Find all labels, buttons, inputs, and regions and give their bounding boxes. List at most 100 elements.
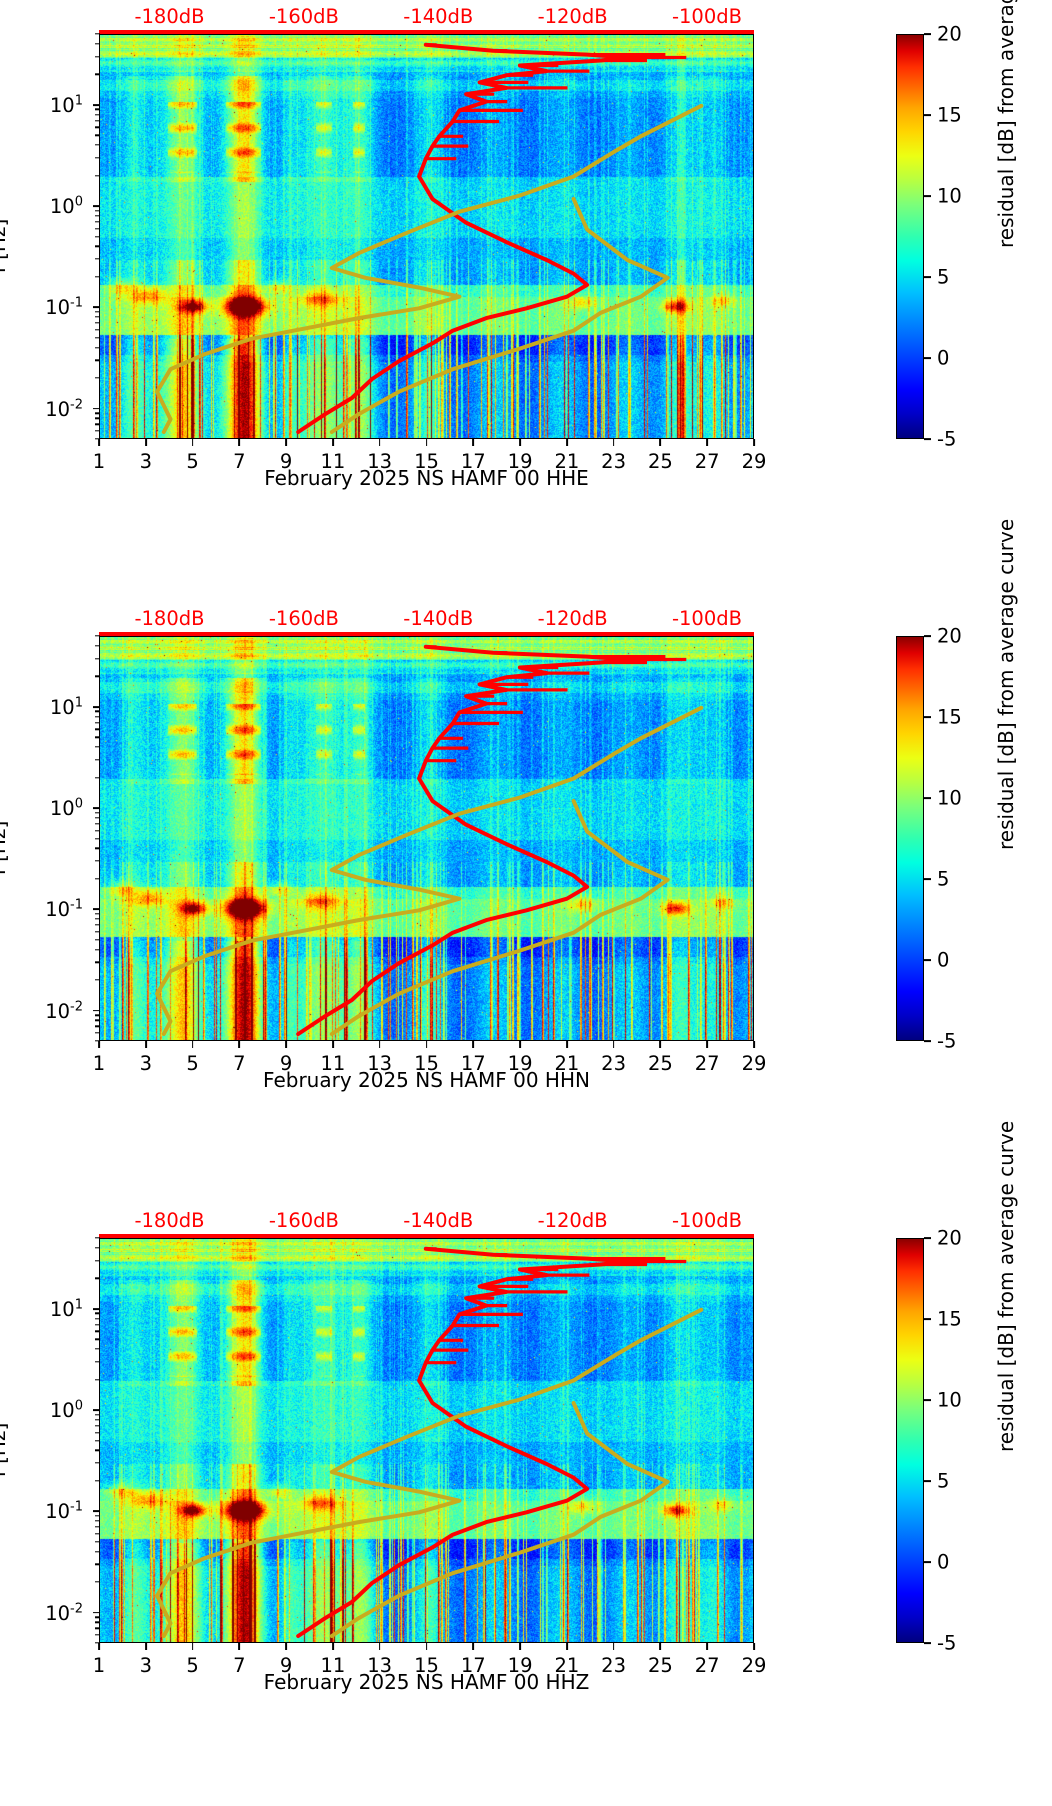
y-minor-tick bbox=[95, 817, 100, 819]
colorbar-tick-label: 0 bbox=[937, 1550, 950, 1574]
x-tick-label: 27 bbox=[694, 1654, 720, 1677]
db-tick-label: -160dB bbox=[268, 1209, 339, 1232]
x-tick-label: 29 bbox=[741, 1654, 767, 1677]
y-tick-label: 100 bbox=[49, 194, 83, 218]
x-tick-label: 13 bbox=[367, 450, 393, 473]
y-minor-tick bbox=[95, 939, 100, 941]
y-tick-mark bbox=[93, 205, 100, 207]
x-tick-label: 19 bbox=[507, 450, 533, 473]
db-tick-label: -140dB bbox=[403, 5, 474, 28]
colorbar-tick-label: 15 bbox=[937, 103, 962, 127]
x-tick-label: 9 bbox=[279, 1654, 293, 1677]
colorbar-tick-label: 0 bbox=[937, 346, 950, 370]
x-tick-label: 1 bbox=[92, 450, 106, 473]
y-minor-tick bbox=[95, 73, 100, 75]
colorbar-tick-label: 5 bbox=[937, 867, 950, 891]
db-tick-label: -180dB bbox=[134, 5, 205, 28]
colorbar-ticks: 20 15 10 5 0 -5 bbox=[924, 625, 984, 1053]
x-tick-mark bbox=[659, 439, 662, 446]
colorbar-tick-label: 10 bbox=[937, 786, 962, 810]
spectrogram-axes bbox=[99, 636, 754, 1041]
y-minor-tick bbox=[95, 924, 100, 926]
y-minor-tick bbox=[95, 645, 100, 647]
x-tick-mark bbox=[706, 1041, 709, 1048]
y-minor-tick bbox=[95, 1040, 100, 1042]
y-tick-mark bbox=[93, 908, 100, 911]
colorbar-tick-mark bbox=[924, 1318, 931, 1320]
panel-title: February 2025 NS HAMF 00 HHE bbox=[264, 466, 589, 490]
x-tick-label: 17 bbox=[460, 1052, 486, 1075]
colorbar-tick-label: 20 bbox=[937, 624, 962, 648]
y-minor-tick bbox=[95, 1014, 100, 1016]
db-tick-label: -100dB bbox=[671, 5, 743, 28]
x-tick-label: 15 bbox=[414, 450, 439, 473]
x-tick-mark bbox=[285, 1643, 287, 1650]
y-minor-tick bbox=[95, 55, 100, 58]
x-tick-label: 25 bbox=[647, 1654, 673, 1677]
y-minor-tick bbox=[95, 847, 100, 849]
x-tick-label: 1 bbox=[92, 1052, 106, 1075]
y-tick-label: 101 bbox=[49, 695, 83, 719]
x-tick-mark bbox=[98, 439, 100, 446]
colorbar-tick-mark bbox=[924, 114, 931, 116]
y-minor-tick bbox=[95, 1520, 100, 1522]
y-minor-tick bbox=[95, 1634, 100, 1636]
y-minor-tick bbox=[95, 1413, 100, 1416]
colorbar-tick-mark bbox=[924, 1040, 931, 1042]
y-minor-tick bbox=[95, 215, 100, 217]
x-tick-mark bbox=[706, 439, 709, 446]
db-tick-label: -120dB bbox=[537, 5, 608, 28]
y-minor-tick bbox=[95, 126, 100, 128]
panel-title: February 2025 NS HAMF 00 HHZ bbox=[263, 1670, 590, 1694]
y-tick-mark bbox=[93, 1611, 100, 1614]
y-minor-tick bbox=[95, 1439, 100, 1442]
x-tick-mark bbox=[378, 1041, 381, 1048]
x-tick-mark bbox=[565, 1041, 568, 1048]
y-minor-tick bbox=[95, 412, 100, 414]
x-tick-mark bbox=[519, 1041, 521, 1048]
y-minor-tick bbox=[95, 337, 100, 339]
db-tick-label: -180dB bbox=[134, 1209, 205, 1232]
db-tick-label: -100dB bbox=[671, 1209, 743, 1232]
y-minor-tick bbox=[95, 776, 100, 779]
y-minor-tick bbox=[95, 1032, 100, 1034]
spectrogram-panel: -180dB -160dB -140dB -120dB -100dB f [Hz… bbox=[0, 1121, 1052, 1776]
x-tick-label: 11 bbox=[320, 450, 346, 473]
y-minor-tick bbox=[95, 822, 100, 825]
y-minor-tick bbox=[95, 1348, 100, 1350]
y-minor-tick bbox=[95, 930, 100, 933]
y-minor-tick bbox=[95, 1581, 100, 1583]
y-minor-tick bbox=[95, 276, 100, 278]
y-minor-tick bbox=[95, 715, 100, 718]
db-axis-labels: -180dB -160dB -140dB -120dB -100dB bbox=[99, 608, 754, 641]
y-tick-label: 10-1 bbox=[45, 897, 83, 922]
x-tick-mark bbox=[472, 439, 475, 446]
db-tick-label: -160dB bbox=[268, 5, 339, 28]
colorbar-label: residual [dB] from average curve bbox=[994, 1120, 1018, 1452]
x-tick-label: 3 bbox=[139, 1052, 153, 1075]
x-tick-label: 11 bbox=[320, 1052, 346, 1075]
colorbar-tick-mark bbox=[924, 959, 931, 961]
colorbar-tick-mark bbox=[924, 716, 931, 718]
colorbar-tick-mark bbox=[924, 1399, 931, 1401]
y-minor-tick bbox=[95, 1378, 100, 1381]
spectrogram-canvas bbox=[100, 35, 753, 438]
y-minor-tick bbox=[95, 438, 100, 440]
x-tick-mark bbox=[706, 1643, 709, 1650]
x-tick-mark bbox=[331, 439, 334, 446]
db-axis-line bbox=[99, 30, 754, 34]
x-tick-label: 21 bbox=[554, 1654, 580, 1677]
x-tick-label: 29 bbox=[741, 1052, 767, 1075]
y-minor-tick bbox=[95, 328, 100, 331]
x-tick-label: 7 bbox=[233, 1654, 246, 1677]
spectrogram-panel: -180dB -160dB -140dB -120dB -100dB f [Hz… bbox=[0, 519, 1052, 1174]
x-tick-label: 15 bbox=[414, 1654, 439, 1677]
y-minor-tick bbox=[95, 1338, 100, 1340]
x-tick-label: 19 bbox=[507, 1654, 533, 1677]
spectrogram-panel: -180dB -160dB -140dB -120dB -100dB f [Hz… bbox=[0, 0, 1052, 572]
y-tick-mark bbox=[93, 103, 100, 106]
spectrogram-image bbox=[100, 637, 753, 1040]
y-minor-tick bbox=[95, 1424, 100, 1427]
y-minor-tick bbox=[95, 657, 100, 660]
y-minor-tick bbox=[95, 1360, 100, 1363]
